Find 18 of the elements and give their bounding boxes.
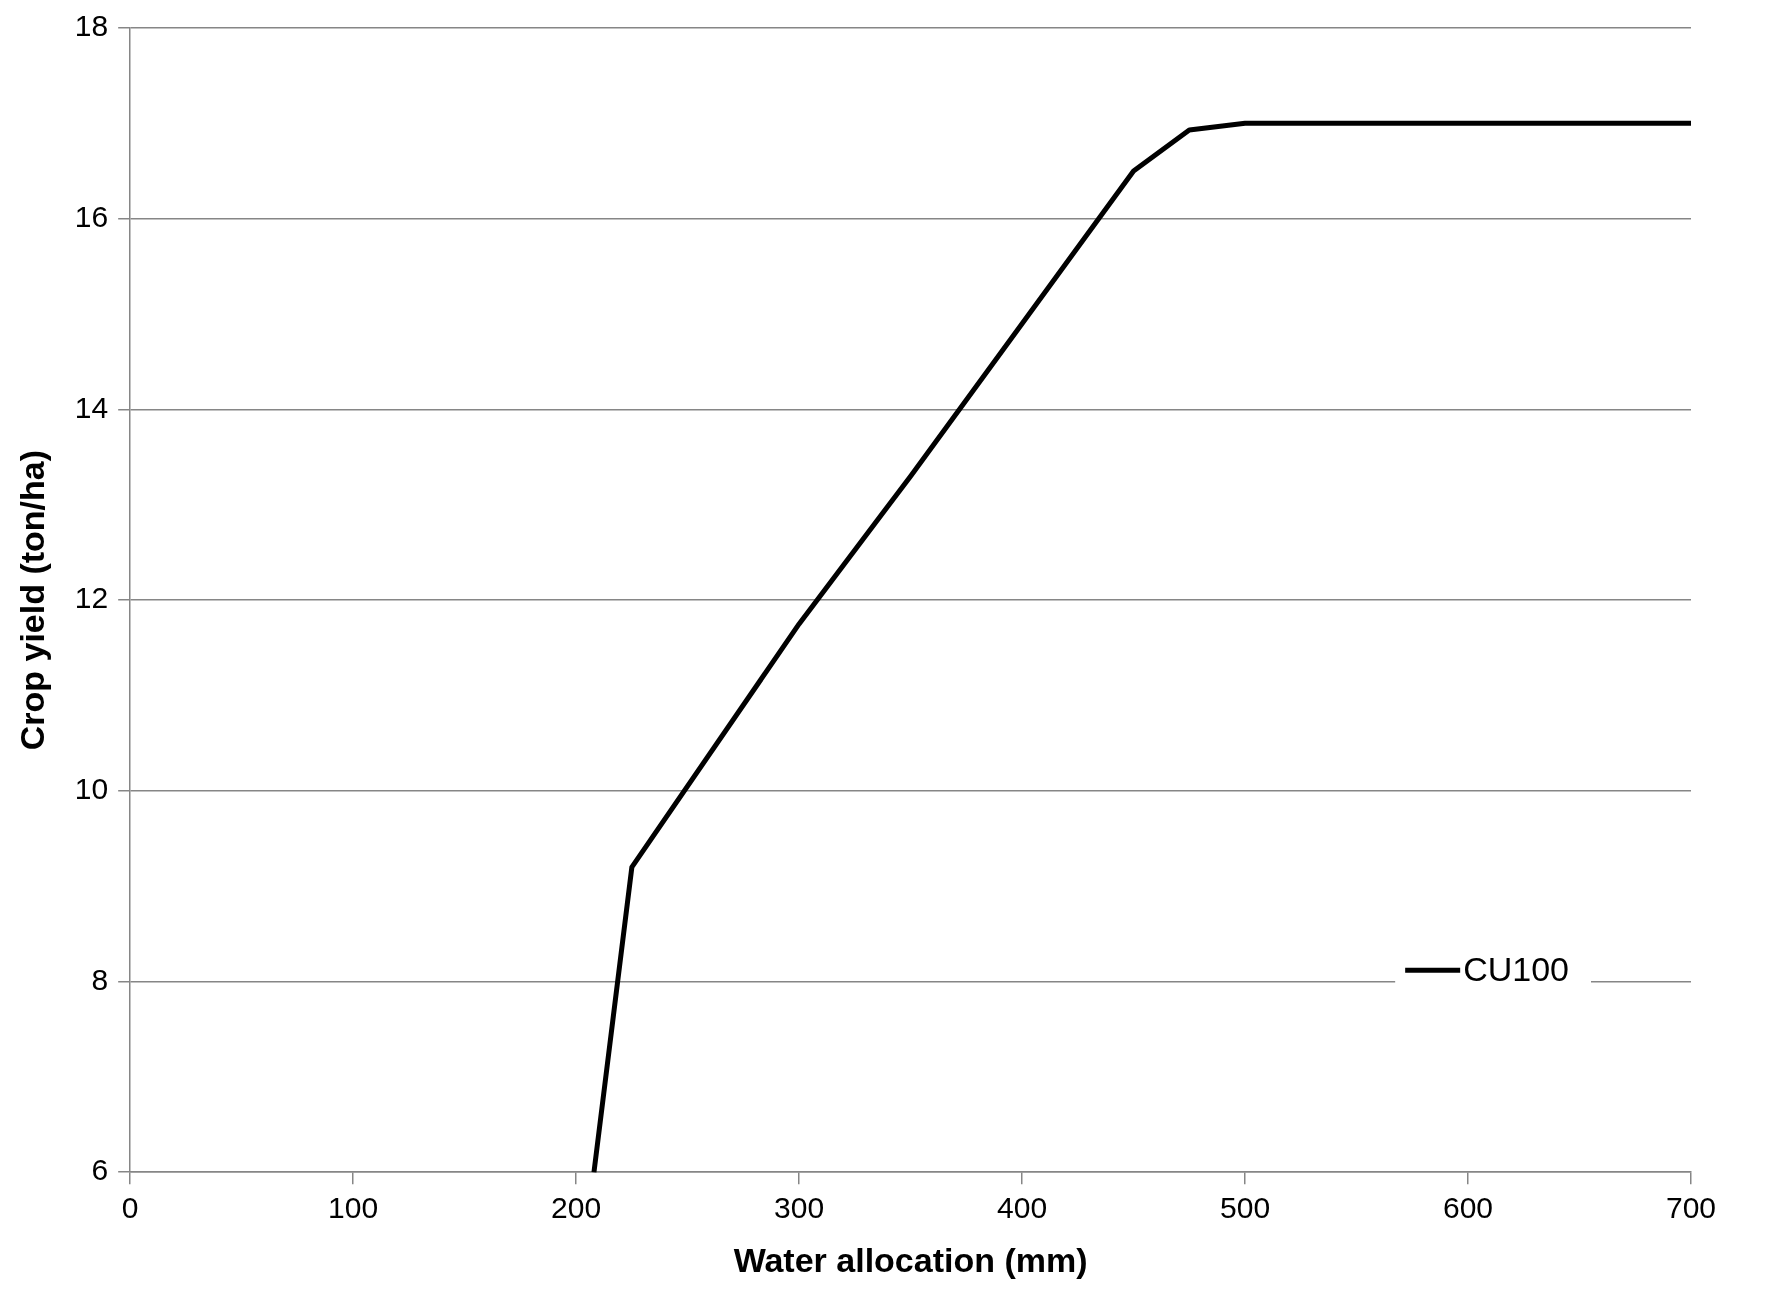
x-tick-label: 400 — [997, 1191, 1048, 1225]
x-tick-label: 300 — [774, 1191, 825, 1225]
y-tick-label: 10 — [74, 772, 109, 806]
x-tick-label: 100 — [328, 1191, 379, 1225]
x-tick-label: 700 — [1665, 1191, 1717, 1225]
legend-label: CU100 — [1463, 949, 1570, 988]
x-tick-label: 500 — [1220, 1191, 1271, 1225]
x-tick-label: 600 — [1442, 1191, 1494, 1225]
y-tick-label: 16 — [74, 199, 109, 233]
y-tick-label: 12 — [74, 581, 109, 615]
y-tick-label: 6 — [91, 1153, 109, 1187]
y-tick-label: 8 — [91, 962, 109, 996]
y-tick-label: 18 — [74, 9, 109, 43]
x-axis-title: Water allocation (mm) — [733, 1240, 1088, 1279]
x-tick-label: 0 — [121, 1191, 139, 1225]
y-tick-label: 14 — [74, 390, 109, 424]
x-tick-label: 200 — [551, 1191, 602, 1225]
y-axis-title: Crop yield (ton/ha) — [12, 449, 51, 751]
